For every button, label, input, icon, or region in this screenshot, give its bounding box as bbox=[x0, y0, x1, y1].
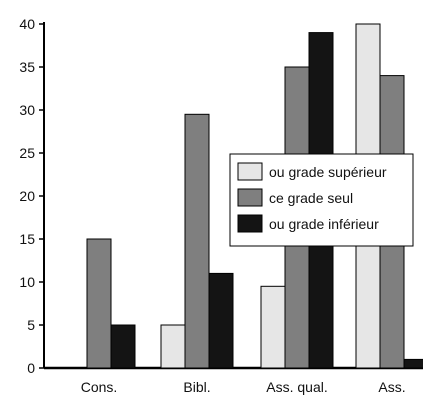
legend-label: ce grade seul bbox=[269, 190, 353, 206]
legend-swatch bbox=[237, 162, 263, 181]
bar bbox=[86, 238, 112, 369]
legend-swatch bbox=[237, 188, 263, 207]
legend: ou grade supérieur ce grade seul ou grade … bbox=[229, 153, 414, 247]
y-tick-label: 10 bbox=[19, 274, 35, 290]
x-tick-label: Ass. qual. bbox=[266, 379, 327, 395]
y-tick-label: 5 bbox=[27, 317, 35, 333]
legend-label: ou grade supérieur bbox=[269, 164, 387, 180]
bar bbox=[184, 113, 210, 369]
legend-label: ou grade inférieur bbox=[269, 216, 379, 232]
x-tick-label: Bibl. bbox=[183, 379, 210, 395]
y-tick-label: 40 bbox=[19, 16, 35, 32]
y-tick-label: 0 bbox=[27, 360, 35, 376]
bar bbox=[160, 324, 186, 369]
bar bbox=[260, 285, 286, 369]
y-tick-label: 15 bbox=[19, 231, 35, 247]
bar bbox=[208, 272, 234, 369]
bar bbox=[110, 324, 136, 369]
y-tick-label: 35 bbox=[19, 59, 35, 75]
x-tick-label: Ass. bbox=[378, 379, 405, 395]
x-axis-labels: Cons. Bibl. Ass. qual. Ass. bbox=[81, 379, 406, 395]
y-tick-label: 25 bbox=[19, 145, 35, 161]
bar bbox=[403, 358, 423, 369]
legend-swatch bbox=[237, 214, 263, 233]
y-tick-label: 20 bbox=[19, 188, 35, 204]
y-axis-ticks: 0 5 10 15 20 25 30 35 40 bbox=[19, 16, 44, 376]
x-tick-label: Cons. bbox=[81, 379, 118, 395]
y-tick-label: 30 bbox=[19, 102, 35, 118]
